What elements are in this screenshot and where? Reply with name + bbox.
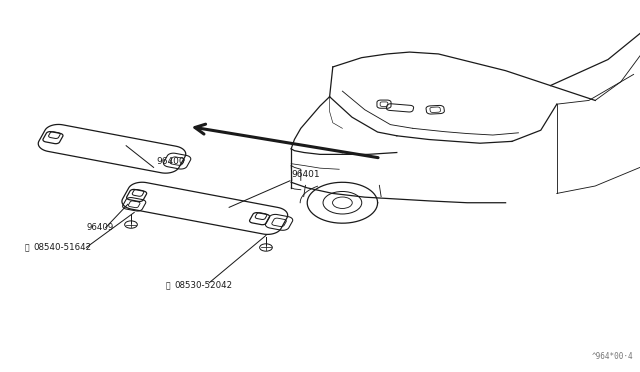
Text: 96401: 96401 xyxy=(291,170,320,179)
Text: Ⓢ: Ⓢ xyxy=(165,281,170,290)
Text: 08530-52042: 08530-52042 xyxy=(174,281,232,290)
Text: Ⓢ: Ⓢ xyxy=(24,243,29,252)
Text: 96400: 96400 xyxy=(157,157,186,166)
Text: 08540-51642: 08540-51642 xyxy=(33,243,92,252)
Text: 96409: 96409 xyxy=(86,223,114,232)
Text: ^964*00·4: ^964*00·4 xyxy=(592,352,634,361)
